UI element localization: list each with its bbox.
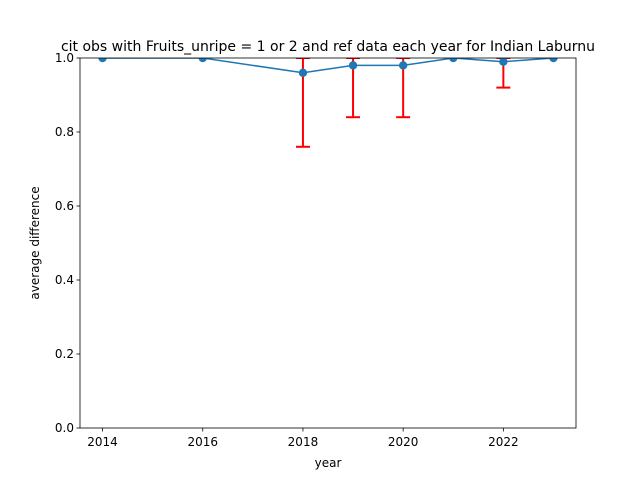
chart-title: cit obs with Fruits_unripe = 1 or 2 and … xyxy=(61,39,595,55)
data-point xyxy=(98,58,107,63)
y-tick-label: 1.0 xyxy=(55,51,74,65)
data-point xyxy=(499,58,508,66)
data-point xyxy=(449,58,458,63)
data-point xyxy=(298,68,308,78)
y-axis-ticks: 0.0 0.2 0.4 0.6 0.8 1.0 xyxy=(55,51,80,435)
x-tick-label: 2018 xyxy=(288,435,319,449)
y-tick-label: 0.6 xyxy=(55,199,74,213)
x-axis-label: year xyxy=(315,456,342,470)
y-tick-label: 0.2 xyxy=(55,347,74,361)
x-axis-ticks: 2014 2016 2018 2020 2022 xyxy=(87,428,519,449)
y-tick-label: 0.8 xyxy=(55,125,74,139)
y-tick-label: 0.4 xyxy=(55,273,74,287)
x-tick-label: 2020 xyxy=(388,435,419,449)
plot-area xyxy=(80,58,576,428)
data-layer xyxy=(98,58,558,148)
data-point xyxy=(348,61,358,70)
series-line xyxy=(102,58,554,74)
data-point xyxy=(198,58,207,63)
x-tick-label: 2022 xyxy=(488,435,519,449)
data-point xyxy=(398,61,408,70)
y-axis-label: average difference xyxy=(28,186,42,299)
plot-frame xyxy=(79,57,577,429)
x-tick-label: 2014 xyxy=(87,435,118,449)
y-tick-label: 0.0 xyxy=(55,421,74,435)
x-tick-label: 2016 xyxy=(187,435,218,449)
data-point xyxy=(549,58,558,63)
